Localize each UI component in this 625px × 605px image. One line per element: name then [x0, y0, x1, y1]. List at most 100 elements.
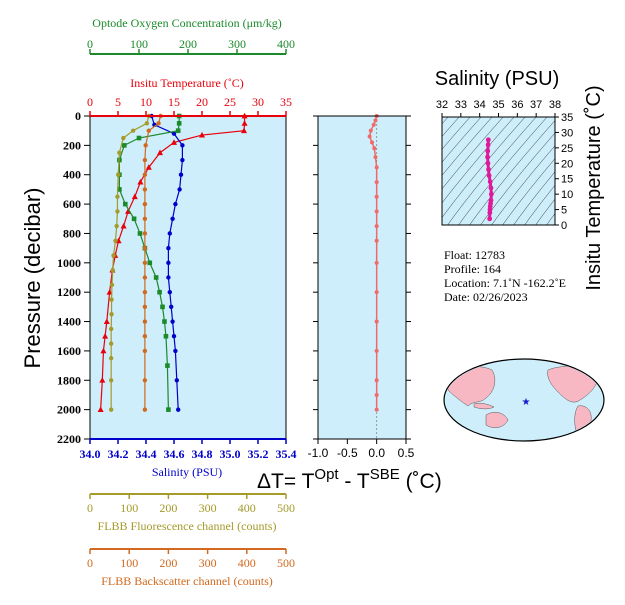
ts-profile-point	[488, 185, 494, 191]
delta-t-title-minus: - T	[339, 470, 370, 493]
pressure-tick-label: 1800	[57, 373, 81, 387]
delta-t-point	[373, 155, 378, 160]
salinity-point	[166, 245, 171, 251]
delta-t-point	[374, 378, 379, 383]
delta-t-point	[369, 140, 374, 145]
delta-t-point	[374, 348, 379, 353]
oxygen-point	[122, 143, 127, 148]
axis-tick-label: 500	[277, 501, 295, 515]
salinity-axis: 34.0 34.2 34.4 34.6 34.8 35.0 35.2 35.4	[80, 438, 297, 461]
fluorescence-point	[108, 341, 114, 346]
pressure-tick-label: 0	[75, 109, 81, 123]
salinity-point	[170, 216, 175, 221]
backscatter-point	[142, 231, 148, 236]
oxygen-line	[118, 116, 180, 410]
oxygen-point	[166, 407, 171, 412]
temperature-point	[131, 193, 138, 200]
location: Location: 7.1˚N -162.2˚E	[444, 276, 566, 290]
delta-t-point	[367, 134, 372, 139]
salinity-point	[171, 334, 177, 339]
fluorescence-point	[130, 128, 136, 133]
temperature-axis: 0 5 10 15 20 25 30 35	[87, 95, 292, 117]
delta-t-tick-label: 0.0	[368, 446, 385, 460]
axis-tick-label: 10	[140, 95, 152, 109]
pressure-tick-label: 2000	[57, 403, 81, 417]
salinity-point	[173, 201, 178, 207]
oxygen-point	[157, 289, 162, 295]
ts-profile-point	[485, 142, 491, 148]
temperature-point	[171, 139, 177, 145]
axis-tick-label: 15	[168, 95, 180, 109]
map-australia	[485, 412, 509, 428]
temperature-point	[145, 164, 152, 170]
ts-density-contour	[442, 117, 504, 190]
salinity-point	[166, 260, 171, 266]
axis-tick-label: 100	[120, 556, 138, 570]
axis-tick-label: 0	[87, 556, 93, 570]
temperature-point	[99, 377, 106, 383]
pressure-tick-label: 2200	[57, 432, 81, 446]
axis-tick-label: 5	[115, 95, 121, 109]
salinity-point	[169, 304, 174, 310]
backscatter-point	[142, 334, 148, 339]
delta-t-title-opt: Opt	[314, 466, 339, 483]
ts-profile-point	[486, 167, 491, 172]
ts-x-tick-label: 34	[474, 99, 486, 111]
pressure-tick-label: 800	[63, 226, 81, 240]
temperature-axis-label: Insitu Temperature (˚C)	[130, 76, 244, 90]
delta-t-point	[374, 260, 379, 265]
oxygen-point	[176, 121, 182, 126]
salinity-axis-label: Salinity (PSU)	[152, 465, 222, 479]
axis-tick-label: 400	[238, 501, 256, 515]
oxygen-point	[122, 201, 128, 207]
axis-tick-label: 300	[199, 556, 217, 570]
ts-axes: 32 33 34 35 36 37 38 0 5 10 15 20 25 30 35	[436, 99, 573, 232]
axis-tick-label: 0	[87, 37, 93, 51]
temperature-point	[100, 347, 107, 354]
ts-x-tick-label: 32	[436, 99, 448, 111]
fluorescence-point	[109, 282, 115, 288]
ts-x-tick-label: 36	[511, 99, 523, 111]
fluorescence-axis: 0 100 200 300 400 500	[87, 493, 295, 515]
delta-t-point	[372, 146, 377, 151]
map-indonesia	[473, 402, 495, 410]
delta-t-point	[374, 238, 379, 243]
pressure-tick-label: 200	[63, 138, 81, 152]
ts-x-tick-label: 38	[549, 99, 561, 111]
pressure-axis-label: Pressure (decibar)	[20, 188, 45, 369]
backscatter-point	[142, 275, 148, 280]
oxygen-point	[153, 275, 159, 280]
oxygen-point	[147, 260, 153, 266]
backscatter-point	[142, 260, 148, 266]
backscatter-point	[142, 201, 148, 207]
salinity-point	[180, 157, 185, 163]
ts-profile-point	[485, 154, 490, 160]
ts-density-contour	[469, 120, 555, 225]
pressure-tick-label: 1400	[57, 315, 81, 329]
fluorescence-point	[117, 150, 122, 155]
backscatter-point	[142, 378, 148, 383]
backscatter-point	[142, 157, 148, 163]
oxygen-point	[117, 187, 122, 192]
delta-t-plot-background	[318, 116, 406, 439]
salinity-point	[174, 378, 179, 383]
main-series-group	[97, 112, 248, 413]
axis-tick-label: 500	[277, 556, 295, 570]
salinity-point	[171, 131, 177, 136]
oxygen-point	[131, 216, 137, 222]
backscatter-axis: 0 100 200 300 400 500	[87, 548, 295, 570]
profile-number: Profile: 164	[444, 262, 501, 276]
fluorescence-point	[111, 253, 116, 258]
salinity-point	[177, 187, 182, 192]
oxygen-point	[163, 333, 169, 339]
axis-tick-label: 0	[87, 501, 93, 515]
oxygen-axis: 0 100 200 300 400	[87, 37, 295, 55]
fluorescence-point	[109, 297, 114, 302]
delta-t-point	[371, 122, 376, 127]
delta-t-point	[374, 209, 379, 214]
ts-y-tick-label: 5	[561, 205, 567, 217]
axis-tick-label: 25	[224, 95, 236, 109]
ts-density-contour	[524, 184, 555, 225]
backscatter-point	[142, 245, 148, 251]
